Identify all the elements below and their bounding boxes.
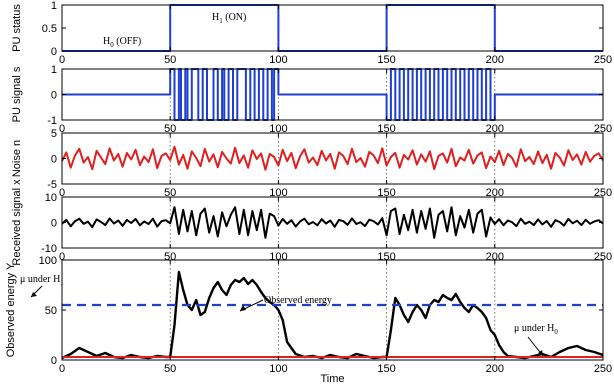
subplot-5: 0 50 100 150 200 250 0 50 100 Observed energy Y Ti… bbox=[5, 255, 612, 385]
annotation-mu-h0: μ under H0 bbox=[514, 323, 558, 336]
annotation-arrowhead bbox=[538, 350, 543, 356]
y-tick-label: -1 bbox=[47, 115, 57, 127]
axes-frame bbox=[61, 259, 604, 361]
y-tick-label: -5 bbox=[47, 179, 57, 191]
x-tick-label: 0 bbox=[59, 54, 65, 66]
y-tick-label: 1 bbox=[51, 0, 57, 12]
x-tick-label: 100 bbox=[269, 123, 287, 135]
annotation-h0-off: H0 (OFF) bbox=[103, 36, 141, 49]
x-tick-label: 250 bbox=[594, 54, 612, 66]
x-tick-label: 50 bbox=[164, 123, 176, 135]
y-tick-label: 0.5 bbox=[42, 23, 57, 35]
x-tick-label: 100 bbox=[269, 187, 287, 199]
y-axis-label: Noise n bbox=[11, 140, 23, 177]
x-tick-label: 0 bbox=[59, 123, 65, 135]
x-tick-label: 150 bbox=[377, 187, 395, 199]
x-tick-label: 0 bbox=[59, 251, 65, 263]
x-tick-label: 50 bbox=[164, 363, 176, 375]
x-tick-label: 100 bbox=[269, 54, 287, 66]
y-axis-label: PU status bbox=[11, 4, 23, 52]
series-line-1 bbox=[61, 145, 604, 171]
x-tick-label: 200 bbox=[486, 54, 504, 66]
series-line-1 bbox=[62, 4, 603, 52]
y-tick-label: 50 bbox=[45, 305, 57, 317]
y-tick-label: 0 bbox=[51, 218, 57, 230]
annotation-mu-h1: μ under H1 bbox=[20, 274, 64, 287]
annotation-h1-on: H1 (ON) bbox=[212, 12, 246, 25]
x-tick-label: 200 bbox=[486, 123, 504, 135]
x-tick-label: 250 bbox=[594, 363, 612, 375]
x-tick-label: 150 bbox=[377, 54, 395, 66]
subplot-1: 0 50 100 150 200 250 0 0.5 1 PU status bbox=[11, 0, 612, 66]
x-axis-label: Time bbox=[320, 373, 344, 385]
y-tick-label: 100 bbox=[39, 255, 57, 267]
x-tick-label: 150 bbox=[377, 123, 395, 135]
y-axis-label: Received signal x bbox=[11, 179, 23, 266]
y-tick-label: 10 bbox=[45, 192, 57, 204]
y-tick-label: 5 bbox=[51, 128, 57, 140]
x-tick-label: 250 bbox=[594, 123, 612, 135]
y-axis-label: Observed energy Y bbox=[5, 262, 17, 357]
annotation-arrowhead bbox=[240, 305, 246, 311]
x-tick-label: 50 bbox=[164, 54, 176, 66]
annotation-arrowhead bbox=[31, 292, 37, 297]
x-tick-label: 250 bbox=[594, 187, 612, 199]
y-tick-label: 1 bbox=[51, 64, 57, 76]
y-tick-label: 0 bbox=[51, 46, 57, 58]
x-tick-label: 0 bbox=[59, 363, 65, 375]
y-tick-label: 0 bbox=[51, 90, 57, 102]
y-axis-label: PU signal s bbox=[11, 66, 23, 122]
y-tick-label: 0 bbox=[51, 154, 57, 166]
annotation-observed-energy: Observed energy bbox=[264, 295, 332, 306]
y-tick-label: 0 bbox=[51, 355, 57, 367]
x-tick-label: 200 bbox=[486, 363, 504, 375]
x-tick-label: 150 bbox=[377, 363, 395, 375]
x-tick-label: 50 bbox=[164, 187, 176, 199]
x-tick-label: 200 bbox=[486, 187, 504, 199]
series-line-1 bbox=[62, 68, 603, 121]
x-tick-label: 100 bbox=[269, 363, 287, 375]
series-line-1 bbox=[61, 206, 604, 239]
x-tick-label: 0 bbox=[59, 187, 65, 199]
y-tick-label: -10 bbox=[41, 243, 57, 255]
series-line-1 bbox=[61, 270, 604, 360]
axes-frame bbox=[61, 4, 604, 52]
